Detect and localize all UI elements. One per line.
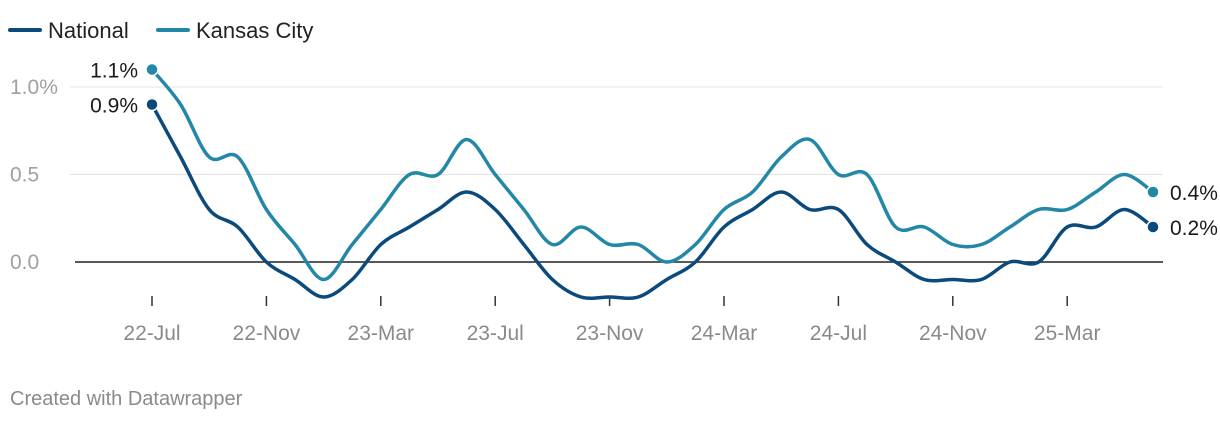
chart-gridlines <box>70 86 1163 263</box>
x-tick-label: 23-Mar <box>348 322 415 345</box>
x-tick-label: 24-Jul <box>810 322 867 345</box>
x-tick-label: 22-Jul <box>123 322 180 345</box>
x-tick-label: 25-Mar <box>1034 322 1101 345</box>
y-tick-label: 0.0 <box>10 251 39 274</box>
chart-series <box>150 67 1155 301</box>
x-tick-label: 22-Nov <box>233 322 301 345</box>
legend-label: Kansas City <box>196 18 313 43</box>
series-line-national <box>150 102 1155 301</box>
end-point-kansas-city <box>1146 185 1160 199</box>
start-value-label: 0.9% <box>90 95 138 118</box>
legend-label: National <box>48 18 129 43</box>
x-axis: 22-Jul 22-Nov 23-Mar 23-Jul 23-Nov 24-Mar 24-J… <box>123 296 1100 345</box>
y-tick-label: 1.0% <box>10 76 58 99</box>
chart-legend: National Kansas City <box>8 18 313 43</box>
line-chart: National Kansas City 1.0%0.50.0 22-Jul 22-… <box>8 18 1218 345</box>
series-line-kansas-city <box>150 67 1155 282</box>
start-point-kansas-city <box>145 62 159 77</box>
footer-credit: Created with Datawrapper <box>10 388 243 410</box>
end-value-label: 0.4% <box>1170 182 1218 205</box>
start-point-national <box>145 97 159 112</box>
start-value-label: 1.1% <box>90 60 138 83</box>
y-axis: 1.0% 0.5 0.0 <box>10 76 58 274</box>
y-tick-label: 0.5 <box>10 164 39 187</box>
end-point-national <box>1146 220 1160 234</box>
x-tick-label: 23-Nov <box>576 322 644 345</box>
chart-endpoint-markers: 0.9% 0.2% 1.1% 0.4% <box>90 60 1218 241</box>
end-value-label: 0.2% <box>1170 217 1218 240</box>
x-tick-label: 24-Nov <box>919 322 987 345</box>
x-tick-label: 24-Mar <box>691 322 758 345</box>
x-tick-label: 23-Jul <box>467 322 524 345</box>
